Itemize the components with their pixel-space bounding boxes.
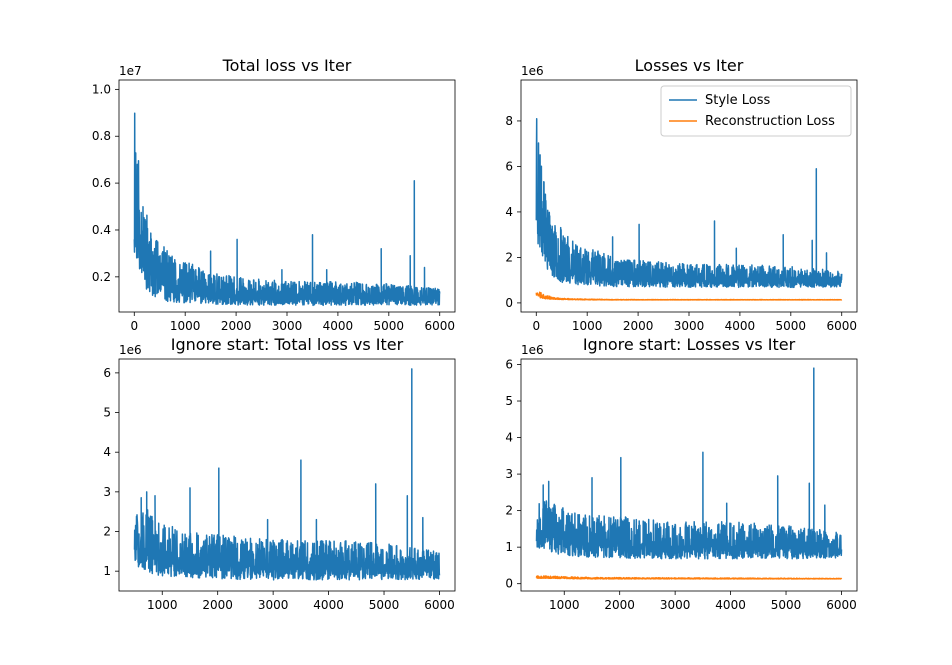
subplot-tl: 0 1000 2000 3000 4000 5000 6000 0.2 0.4 0.6 0.8 1.0… — [92, 56, 456, 333]
y-tick-label: 2 — [103, 525, 111, 539]
y-tick-label: 2 — [505, 504, 513, 518]
y-tick-label: 0 — [505, 296, 513, 310]
legend: Style Loss Reconstruction Loss — [660, 85, 852, 137]
chart-title: Ignore start: Losses vs Iter — [583, 335, 796, 354]
y-tick-label: 6 — [505, 357, 513, 371]
x-tick-label: 2000 — [604, 598, 635, 612]
y-offset-text: 1e6 — [521, 343, 544, 357]
y-tick-label: 0 — [505, 577, 513, 591]
y-tick-label: 0.2 — [92, 270, 111, 284]
y-tick-label: 6 — [103, 366, 111, 380]
subplots: 0 1000 2000 3000 4000 5000 60000.20.40.60.81.0… — [92, 56, 858, 612]
y-tick-label: 5 — [505, 394, 513, 408]
x-tick-label: 6000 — [826, 319, 857, 333]
x-tick-label: 1000 — [549, 598, 580, 612]
x-tick-label: 5000 — [374, 319, 405, 333]
series-line-br-0 — [535, 367, 843, 560]
series-line-bl-0 — [133, 368, 441, 581]
y-offset-text: 1e6 — [521, 64, 544, 78]
legend-label: Style Loss — [705, 93, 771, 108]
y-tick-label: 6 — [505, 159, 513, 173]
x-tick-label: 3000 — [674, 319, 705, 333]
y-tick-label: 8 — [505, 114, 513, 128]
x-tick-label: 4000 — [313, 598, 344, 612]
series-line-br-1 — [535, 575, 843, 580]
y-offset-text: 1e7 — [119, 64, 142, 78]
x-tick-label: 1000 — [572, 319, 603, 333]
x-tick-label: 5000 — [369, 598, 400, 612]
y-tick-label: 1 — [505, 540, 513, 554]
x-tick-label: 4000 — [715, 598, 746, 612]
y-tick-label: 0.6 — [92, 176, 111, 190]
x-tick-label: 1000 — [147, 598, 178, 612]
x-tick-label: 5000 — [776, 319, 807, 333]
legend-label: Reconstruction Loss — [705, 114, 835, 129]
x-tick-label: 3000 — [660, 598, 691, 612]
y-tick-label: 5 — [103, 406, 111, 420]
x-tick-label: 2000 — [221, 319, 252, 333]
axes-frame — [520, 358, 858, 592]
x-tick-label: 6000 — [424, 598, 455, 612]
y-offset-text: 1e6 — [119, 343, 142, 357]
y-tick-label: 0.8 — [92, 129, 111, 143]
subplot-tr: 0 1000 2000 3000 4000 5000 6000 0 2 4 6 8 1e6 Losses … — [505, 56, 858, 333]
y-tick-label: 1.0 — [92, 82, 111, 96]
series-line-tr-1 — [535, 291, 843, 301]
x-tick-label: 6000 — [826, 598, 857, 612]
x-tick-label: 0 — [130, 319, 138, 333]
y-tick-label: 4 — [103, 445, 111, 459]
subplot-bl: 1000 2000 3000 4000 5000 6000 1 2 3 4 5 6 1e6 Ignore … — [103, 335, 456, 612]
y-tick-label: 0.4 — [92, 223, 111, 237]
x-tick-label: 0 — [532, 319, 540, 333]
series-line-tr-0 — [535, 117, 843, 289]
x-tick-label: 5000 — [771, 598, 802, 612]
x-tick-label: 2000 — [202, 598, 233, 612]
x-tick-label: 3000 — [272, 319, 303, 333]
x-tick-label: 6000 — [424, 319, 455, 333]
y-tick-label: 4 — [505, 431, 513, 445]
series-line-tl-0 — [133, 112, 441, 307]
y-tick-label: 2 — [505, 250, 513, 264]
y-tick-label: 3 — [103, 485, 111, 499]
axes-frame — [118, 358, 456, 592]
x-tick-label: 1000 — [170, 319, 201, 333]
subplot-br: 1000 2000 3000 4000 5000 6000 0 1 2 3 4 5 6 1e6 Ignore… — [505, 335, 858, 612]
legend-box — [660, 85, 852, 137]
y-tick-label: 1 — [103, 564, 111, 578]
y-tick-label: 3 — [505, 467, 513, 481]
chart-title: Total loss vs Iter — [222, 56, 352, 75]
x-tick-label: 2000 — [623, 319, 654, 333]
x-tick-label: 4000 — [323, 319, 354, 333]
x-tick-label: 4000 — [725, 319, 756, 333]
y-tick-label: 4 — [505, 205, 513, 219]
chart-title: Losses vs Iter — [635, 56, 744, 75]
x-tick-label: 3000 — [258, 598, 289, 612]
chart-title: Ignore start: Total loss vs Iter — [171, 335, 404, 354]
